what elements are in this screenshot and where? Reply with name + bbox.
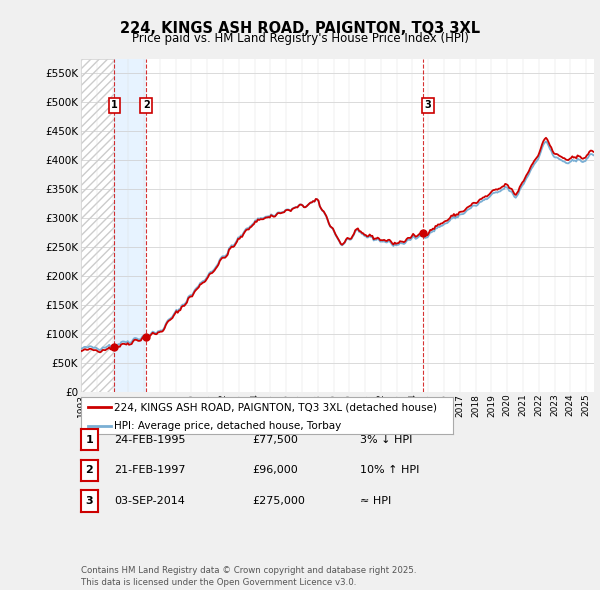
Text: 1: 1	[112, 100, 118, 110]
Text: £96,000: £96,000	[252, 466, 298, 475]
Text: Price paid vs. HM Land Registry's House Price Index (HPI): Price paid vs. HM Land Registry's House …	[131, 32, 469, 45]
Text: 224, KINGS ASH ROAD, PAIGNTON, TQ3 3XL: 224, KINGS ASH ROAD, PAIGNTON, TQ3 3XL	[120, 21, 480, 35]
Text: 3: 3	[86, 496, 93, 506]
Text: 1: 1	[86, 435, 93, 444]
Bar	[81, 59, 115, 392]
Text: 2: 2	[86, 466, 93, 475]
Text: 21-FEB-1997: 21-FEB-1997	[114, 466, 185, 475]
Text: HPI: Average price, detached house, Torbay: HPI: Average price, detached house, Torb…	[115, 421, 342, 431]
Bar	[115, 59, 146, 392]
Text: 03-SEP-2014: 03-SEP-2014	[114, 496, 185, 506]
Text: 10% ↑ HPI: 10% ↑ HPI	[360, 466, 419, 475]
Text: £275,000: £275,000	[252, 496, 305, 506]
Text: £77,500: £77,500	[252, 435, 298, 444]
Text: 2: 2	[143, 100, 149, 110]
Text: 24-FEB-1995: 24-FEB-1995	[114, 435, 185, 444]
Text: ≈ HPI: ≈ HPI	[360, 496, 391, 506]
Text: 3% ↓ HPI: 3% ↓ HPI	[360, 435, 412, 444]
Text: Contains HM Land Registry data © Crown copyright and database right 2025.
This d: Contains HM Land Registry data © Crown c…	[81, 566, 416, 587]
Text: 3: 3	[425, 100, 431, 110]
Text: 224, KINGS ASH ROAD, PAIGNTON, TQ3 3XL (detached house): 224, KINGS ASH ROAD, PAIGNTON, TQ3 3XL (…	[115, 402, 437, 412]
